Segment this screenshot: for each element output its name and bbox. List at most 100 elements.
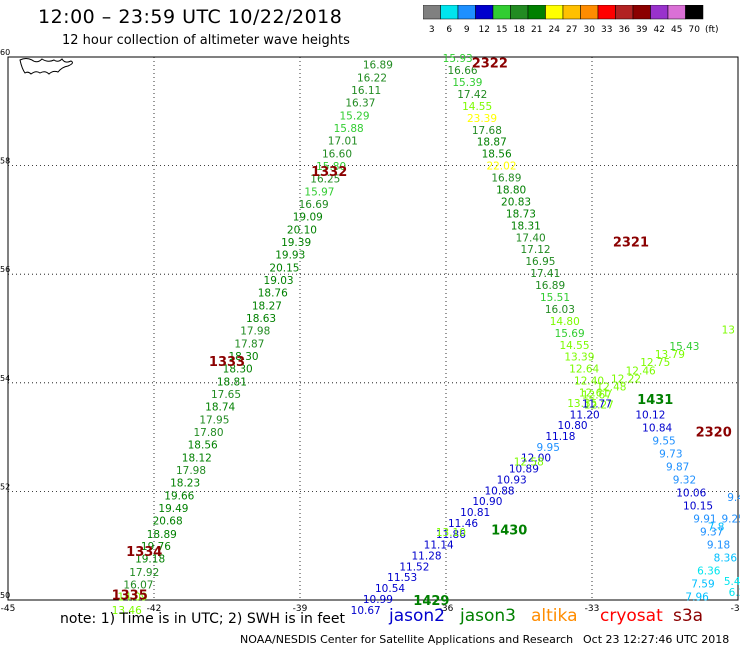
wave-height-label: 14.55 [462,101,492,113]
wave-height-label: 23.39 [467,113,497,125]
wave-height-label: 20.83 [501,196,531,208]
wave-height-label: 18.27 [252,301,282,313]
wave-height-label: 20.68 [153,516,183,528]
wave-height-label: 15.51 [540,292,570,304]
wave-height-label: 9.73 [659,448,682,460]
color-scale-label: 12 [479,25,490,35]
footer-credit: NOAA/NESDIS Center for Satellite Applica… [240,633,574,646]
wave-height-label: 14.09 [118,592,148,604]
pass-id-label: 1429 [413,594,449,609]
wave-height-label: 18.31 [511,220,541,232]
wave-height-label: 16.25 [310,174,340,186]
wave-height-label: 11.77 [582,398,612,410]
wave-height-label: 18.80 [496,184,526,196]
wave-height-label: 16.89 [363,60,393,72]
wave-height-label: 18.56 [188,440,218,452]
pass-id-label: 2320 [696,426,732,441]
wave-height-label: 12.75 [640,357,670,369]
wave-height-label: 10.06 [676,487,706,499]
satellite-legend-jason3: jason3 [460,606,516,626]
wave-height-label: 10.90 [472,496,502,508]
wave-height-label: 10.15 [683,501,713,513]
wave-height-label: 11.53 [387,572,417,584]
pass-id-label: 1334 [126,545,162,560]
wave-height-label: 10.54 [375,583,405,595]
wave-height-label: 18.81 [217,377,247,389]
wave-height-label: 19.76 [141,541,171,553]
wave-height-label: 13 [722,325,735,337]
lat-tick-label: 50 [0,591,10,600]
lon-tick-label: -42 [147,604,162,614]
satellite-legend-altika: altika [531,606,578,626]
pass-id-label: 1430 [491,523,527,538]
color-scale-label: 30 [584,25,596,35]
color-scale-unit: (ft) [705,25,719,35]
wave-height-label: 9.95 [537,442,560,454]
wave-height-label: 11.20 [570,409,600,421]
color-scale-label: 42 [654,25,665,35]
wave-height-label: 8.36 [714,553,738,565]
pass-id-label: 1333 [209,355,245,370]
wave-height-label: 10.88 [485,485,515,497]
wave-height-label: 9.91 [693,514,716,526]
wave-height-label: 10.89 [509,464,539,476]
page-subtitle: 12 hour collection of altimeter wave hei… [62,33,350,48]
pass-id-label: 1332 [311,165,347,180]
footer-timestamp: Oct 23 12:27:46 UTC 2018 [583,633,730,646]
wave-height-label: 17.40 [516,232,546,244]
wave-height-label: 10.84 [642,422,672,434]
wave-height-label: 15.97 [304,187,334,199]
wave-height-label: 15.93 [443,53,473,65]
wave-height-label: 15.88 [334,123,364,135]
wave-height-label: 13.10 [436,527,466,539]
wave-height-label: 12.46 [626,365,656,377]
color-scale-label: 27 [566,25,577,35]
wave-height-label: 14.80 [550,316,580,328]
lon-tick-label: -33 [585,604,600,614]
wave-height-label: 11.46 [448,518,478,530]
wave-height-label: 19.03 [264,275,294,287]
color-scale-label: 70 [689,25,701,35]
lon-tick-label: -36 [439,604,454,614]
wave-height-label: 22.02 [486,161,516,173]
wave-height-label: 17.95 [199,415,229,427]
wave-height-label: 17.12 [521,244,551,256]
wave-height-label: 16.03 [545,304,575,316]
wave-height-label: 17.01 [328,136,358,148]
page-title: 12:00 – 23:59 UTC 10/22/2018 [38,6,343,28]
wave-height-label: 19.49 [158,503,188,515]
wave-height-label: 17.87 [234,339,264,351]
wave-height-label: 17.92 [129,567,159,579]
wave-height-label: 6.36 [697,566,721,578]
wave-height-label: 15.29 [339,111,369,123]
wave-height-label: 12.40 [574,376,604,388]
color-scale-label: 39 [636,25,648,35]
lon-tick-label: -39 [293,604,308,614]
color-scale-label: 6 [446,25,452,35]
color-scale-label: 3 [429,25,435,35]
wave-height-label: 16.95 [525,256,555,268]
wave-height-label: 6.2 [729,587,740,599]
wave-height-label: 10.93 [497,474,527,486]
wave-height-label: 9.37 [700,527,723,539]
wave-height-label: 16.11 [351,85,381,97]
wave-height-label: 19.18 [135,554,165,566]
wave-height-label: 12.27 [584,400,614,412]
wave-height-label: 13.39 [564,352,594,364]
wave-height-label: 9.87 [666,461,689,473]
color-scale-legend: 3 6 9 12 15 18 21 24 27 30 33 36 39 42 45 70 (ft) [423,5,719,35]
wave-height-label: 9.18 [707,540,730,552]
color-scale-label: 18 [514,25,526,35]
wave-height-label: 18.23 [170,478,200,490]
lon-tick-label: -45 [1,604,16,614]
lat-tick-label: 56 [0,265,10,274]
satellite-legend-s3a: s3a [673,606,704,626]
wave-height-label: 16.89 [535,280,565,292]
wave-height-label: 9.32 [673,474,696,486]
wave-height-label: 18.89 [147,529,177,541]
wave-height-label: 9.55 [652,435,675,447]
pass-id-label: 1431 [637,393,673,408]
wave-height-label: 18.30 [223,364,253,376]
wave-height-label: 18.87 [477,137,507,149]
wave-height-label: 9.4 [727,492,740,504]
